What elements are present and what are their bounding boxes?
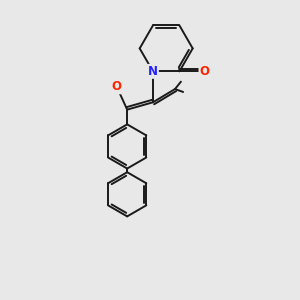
Text: O: O — [200, 65, 209, 78]
Text: O: O — [112, 80, 122, 93]
Text: N: N — [148, 65, 158, 78]
